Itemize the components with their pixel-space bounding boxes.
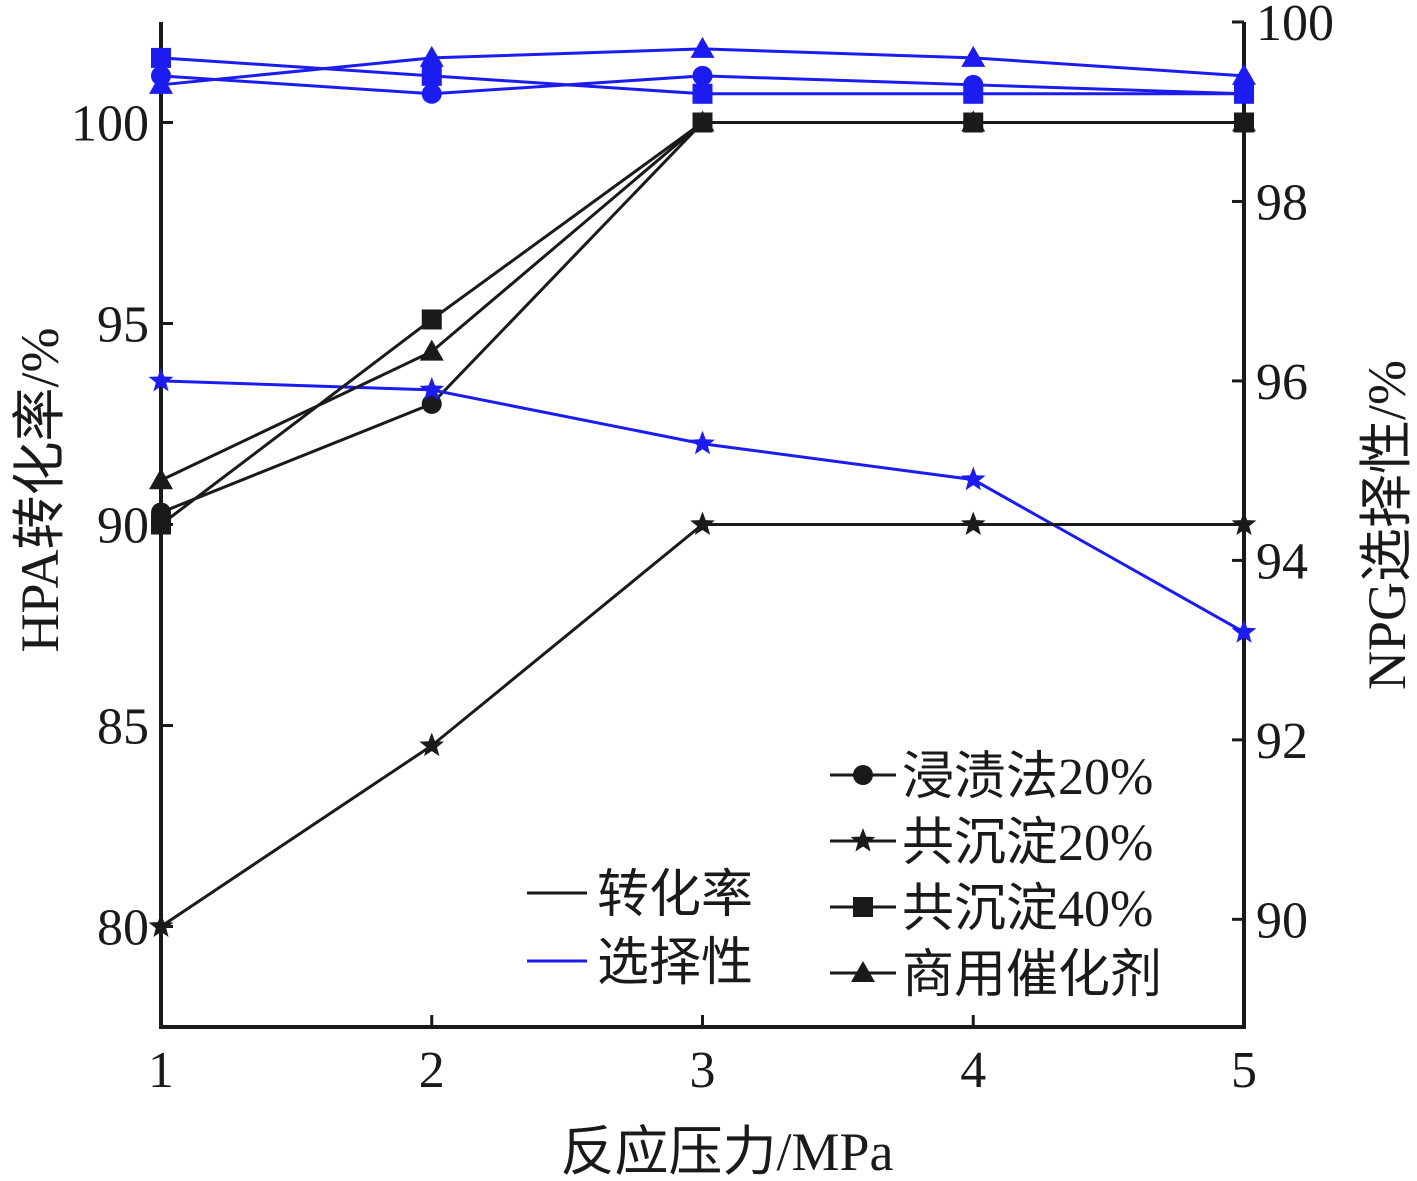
- y-left-tick-label: 95: [97, 297, 149, 354]
- y-right-tick-label: 96: [1256, 354, 1308, 411]
- conversion-point: [421, 393, 442, 414]
- selectivity-point: [961, 45, 986, 67]
- y-left-tick-label: 100: [71, 96, 149, 153]
- y-right-tick-label: 100: [1256, 0, 1334, 52]
- legend-label: 商用催化剂: [902, 947, 1162, 1004]
- conversion-point: [690, 110, 715, 132]
- y-left-tick-label: 90: [97, 498, 149, 555]
- x-tick-label: 3: [690, 1042, 716, 1099]
- conversion-point: [690, 511, 715, 535]
- selectivity-point: [690, 36, 715, 58]
- conversion-line: [160, 121, 1244, 514]
- y-left-tick-label: 80: [97, 900, 149, 957]
- y-right-tick-label: 98: [1256, 174, 1308, 231]
- conversion-point: [151, 514, 171, 535]
- legend-type-label: 转化率: [597, 867, 753, 924]
- y-right-tick-label: 92: [1256, 713, 1308, 770]
- conversion-point: [421, 309, 442, 330]
- selectivity-point: [421, 83, 442, 104]
- legend-marker: [853, 897, 873, 917]
- legend-marker: [850, 828, 876, 852]
- legend-label: 共沉淀20%: [902, 815, 1153, 872]
- conversion-point: [1232, 110, 1256, 132]
- legend-type-label: 选择性: [597, 935, 753, 992]
- axes: 1 2 3 4 5 80 85 90 95 100 90 92 94 96 98 100: [71, 0, 1334, 1099]
- x-tick-label: 4: [960, 1042, 986, 1099]
- x-tick-label: 1: [148, 1042, 174, 1099]
- selectivity-point: [419, 376, 445, 401]
- x-tick-label: 2: [419, 1042, 445, 1099]
- conversion-point: [148, 913, 174, 937]
- conversion-point: [419, 339, 444, 361]
- selectivity-point: [692, 83, 713, 104]
- selectivity-point: [149, 72, 173, 94]
- y-right-tick-label: 90: [1256, 892, 1308, 949]
- selectivity-point: [151, 47, 171, 68]
- legend-label: 共沉淀40%: [902, 881, 1153, 938]
- selectivity-point: [1232, 63, 1256, 85]
- selectivity-point: [1234, 83, 1254, 104]
- y-right-tick-label: 94: [1256, 533, 1308, 590]
- y-left-tick-label: 85: [97, 699, 149, 756]
- conversion-line: [160, 121, 1244, 482]
- selectivity-point: [421, 65, 442, 86]
- selectivity-point: [690, 430, 715, 455]
- selectivity-point: [960, 466, 986, 491]
- selectivity-point: [419, 45, 444, 67]
- selectivity-point: [1231, 619, 1257, 643]
- conversion-point: [419, 732, 445, 757]
- selectivity-point: [692, 65, 713, 86]
- y-axis-label-right: NPG选择性/%: [1357, 360, 1417, 690]
- legend-marker: [851, 961, 875, 982]
- conversion-point: [1231, 511, 1257, 535]
- conversion-point: [960, 511, 986, 535]
- x-axis-label: 反应压力/MPa: [560, 1122, 893, 1181]
- conversion-point: [961, 110, 986, 132]
- selectivity-point: [148, 367, 174, 392]
- x-tick-label: 5: [1231, 1042, 1257, 1099]
- legend-label: 浸渍法20%: [902, 749, 1153, 806]
- conversion-point: [149, 468, 173, 490]
- selectivity-point: [963, 83, 984, 104]
- selectivity-line: [160, 379, 1245, 634]
- y-axis-label-left: HPA转化率/%: [10, 327, 70, 652]
- series-layer: [148, 36, 1257, 937]
- conversion-line: [160, 121, 1244, 526]
- legend-marker: [853, 765, 873, 785]
